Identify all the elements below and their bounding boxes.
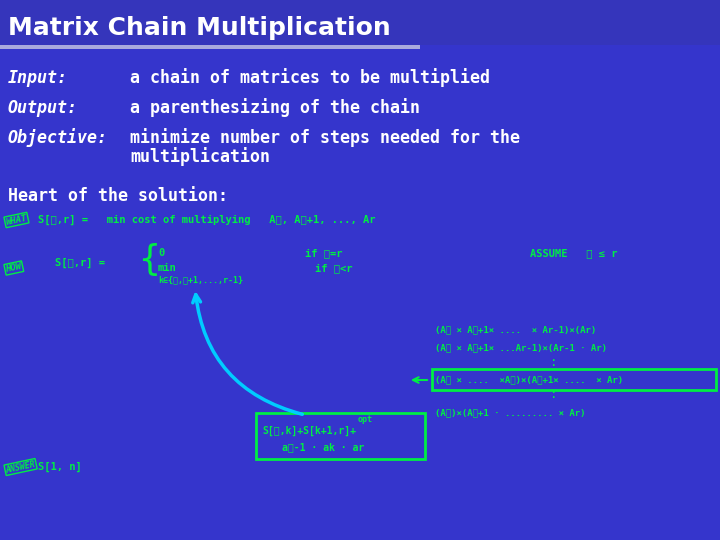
Text: if ℓ<r: if ℓ<r <box>315 263 353 273</box>
Text: :: : <box>550 355 557 368</box>
Text: if ℓ=r: if ℓ=r <box>305 248 343 258</box>
Text: multiplication: multiplication <box>130 147 270 166</box>
Text: S[1, n]: S[1, n] <box>38 462 82 472</box>
Text: :: : <box>550 388 557 402</box>
FancyBboxPatch shape <box>256 413 425 459</box>
Text: Objective:: Objective: <box>8 129 108 147</box>
Text: opt: opt <box>358 415 373 424</box>
Text: Output:: Output: <box>8 99 78 117</box>
Text: 0: 0 <box>158 248 164 258</box>
FancyArrowPatch shape <box>193 295 302 414</box>
Text: HOW: HOW <box>5 262 22 274</box>
Text: minimize number of steps needed for the: minimize number of steps needed for the <box>130 129 520 147</box>
Bar <box>0 45 420 49</box>
Text: (Aℓ × Aℓ+1× ...Ar-1)×(Ar-1 · Ar): (Aℓ × Aℓ+1× ...Ar-1)×(Ar-1 · Ar) <box>435 343 607 353</box>
Text: Input:: Input: <box>8 69 68 87</box>
Text: S[ℓ,k]+S[k+1,r]+: S[ℓ,k]+S[k+1,r]+ <box>262 426 356 436</box>
Bar <box>0 0 720 45</box>
FancyArrowPatch shape <box>413 377 427 383</box>
Text: aℓ-1 · ak · ar: aℓ-1 · ak · ar <box>282 442 364 452</box>
Text: S[ℓ,r] =: S[ℓ,r] = <box>55 258 105 268</box>
Text: (Aℓ)×(Aℓ+1 · ......... × Ar): (Aℓ)×(Aℓ+1 · ......... × Ar) <box>435 408 585 417</box>
Text: ANSWER: ANSWER <box>5 460 36 475</box>
FancyBboxPatch shape <box>432 369 716 390</box>
Text: a parenthesizing of the chain: a parenthesizing of the chain <box>130 98 420 118</box>
Text: {: { <box>138 243 160 277</box>
Text: S[ℓ,r] =   min cost of multiplying   Aℓ, Aℓ+1, ..., Ar: S[ℓ,r] = min cost of multiplying Aℓ, Aℓ+… <box>38 215 376 225</box>
Text: min: min <box>158 263 176 273</box>
Text: (Aℓ × Aℓ+1× ....  × Ar-1)×(Ar): (Aℓ × Aℓ+1× .... × Ar-1)×(Ar) <box>435 326 596 334</box>
Text: (Aℓ × ....  ×Aℓ)×(Aℓ+1× ....  × Ar): (Aℓ × .... ×Aℓ)×(Aℓ+1× .... × Ar) <box>435 375 623 384</box>
Text: ASSUME   ℓ ≤ r: ASSUME ℓ ≤ r <box>530 248 618 258</box>
Text: a chain of matrices to be multiplied: a chain of matrices to be multiplied <box>130 69 490 87</box>
Text: Heart of the solution:: Heart of the solution: <box>8 187 228 205</box>
Text: Matrix Chain Multiplication: Matrix Chain Multiplication <box>8 16 391 40</box>
Text: k∈{ℓ,ℓ+1,...,r-1}: k∈{ℓ,ℓ+1,...,r-1} <box>158 275 243 285</box>
Text: WHAT: WHAT <box>5 213 28 227</box>
